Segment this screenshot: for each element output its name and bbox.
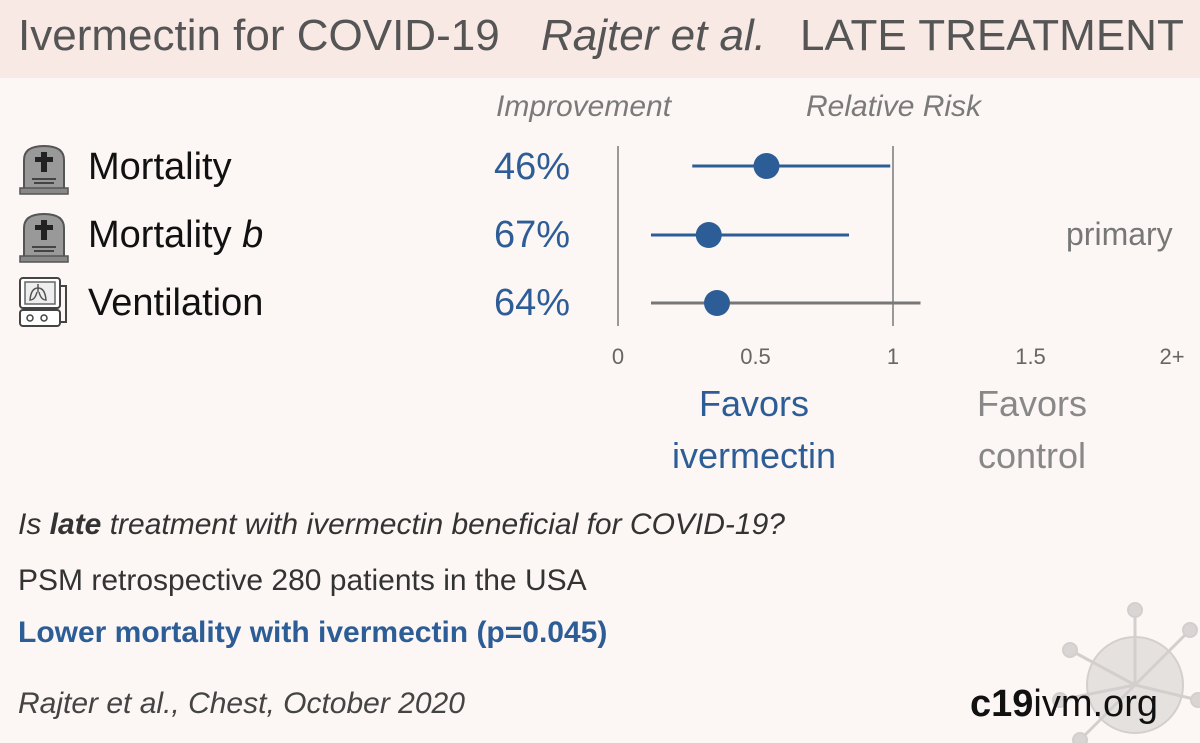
row-label-mortality-b: Mortality b xyxy=(88,214,264,256)
x-tick-label: 2+ xyxy=(1159,344,1184,369)
virus-icon xyxy=(1052,602,1200,743)
study-conclusion: Lower mortality with ivermectin (p=0.045… xyxy=(18,616,608,649)
forest-plot: 0 0.5 1 1.5 2+ xyxy=(612,146,1185,369)
tombstone-icon xyxy=(19,212,69,263)
study-question: Is late treatment with ivermectin benefi… xyxy=(18,508,785,541)
improvement-value: 67% xyxy=(494,214,571,256)
improvement-value: 64% xyxy=(494,282,571,324)
row-label-mortality: Mortality xyxy=(88,146,232,188)
tombstone-icon xyxy=(19,144,69,195)
site-brand: c19ivm.org xyxy=(970,683,1158,725)
x-tick-label: 0 xyxy=(612,344,624,369)
relative-risk-point xyxy=(753,153,780,179)
favors-ivermectin-label: Favors ivermectin xyxy=(671,383,837,476)
ventilator-icon xyxy=(19,277,67,327)
study-design: PSM retrospective 280 patients in the US… xyxy=(18,564,587,597)
x-tick-label: 1 xyxy=(887,344,899,369)
x-tick-label: 0.5 xyxy=(740,344,771,369)
study-authors: Rajter et al. xyxy=(541,11,766,60)
improvement-column-header: Improvement xyxy=(496,90,672,123)
study-citation: Rajter et al., Chest, October 2020 xyxy=(18,687,465,720)
favors-control-label: Favors control xyxy=(976,383,1088,476)
improvement-value: 46% xyxy=(494,146,571,188)
x-tick-label: 1.5 xyxy=(1015,344,1046,369)
relative-risk-point xyxy=(695,222,722,248)
page-title: Ivermectin for COVID-19 xyxy=(18,11,500,60)
primary-outcome-note: primary xyxy=(1066,216,1173,252)
row-label-ventilation: Ventilation xyxy=(88,282,264,324)
relative-risk-column-header: Relative Risk xyxy=(806,90,982,123)
relative-risk-point xyxy=(704,290,730,316)
treatment-stage: LATE TREATMENT xyxy=(800,11,1184,60)
title-bar: Ivermectin for COVID-19 Rajter et al. LA… xyxy=(0,0,1200,78)
